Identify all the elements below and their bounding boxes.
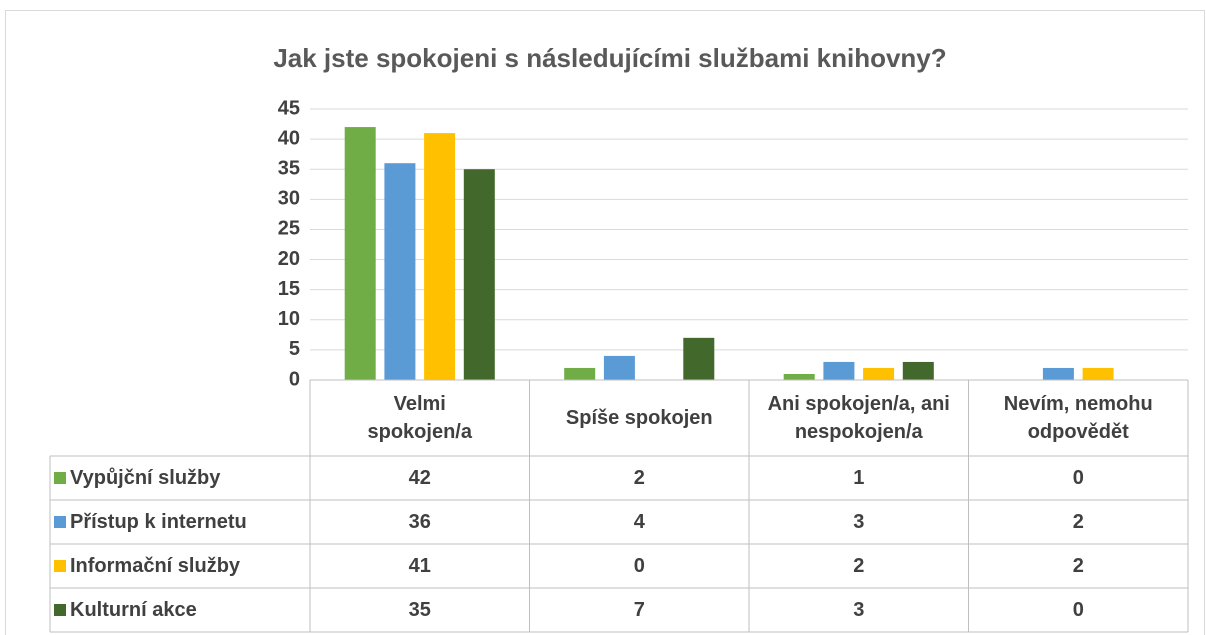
- x-tick-label-text: Velmi spokojen/a: [367, 393, 472, 443]
- legend-key: [54, 560, 66, 572]
- legend-key: [54, 604, 66, 616]
- y-tick-label: 0: [289, 368, 300, 390]
- legend-label: Vypůjční služby: [70, 467, 221, 489]
- y-tick-label: 25: [278, 218, 300, 240]
- table-value: 3: [749, 588, 969, 632]
- legend-label: Kulturní akce: [70, 599, 197, 621]
- table-value: 3: [749, 500, 969, 544]
- table-value-text: 0: [1072, 467, 1084, 489]
- table-value: 41: [310, 544, 530, 588]
- x-tick-label: Spíše spokojen: [530, 380, 750, 456]
- chart-frame: [5, 10, 1205, 635]
- y-tick-label: 15: [278, 278, 300, 300]
- bar: [463, 169, 495, 380]
- legend-entry: Informační služby: [50, 544, 310, 588]
- legend-entry: Kulturní akce: [50, 588, 310, 632]
- legend-label: Přístup k internetu: [70, 511, 247, 533]
- bar: [1082, 367, 1114, 380]
- legend-label: Informační služby: [70, 555, 241, 577]
- table-value: 4: [530, 500, 750, 544]
- bar: [902, 361, 934, 380]
- table-value: 2: [530, 456, 750, 500]
- legend-key: [54, 516, 66, 528]
- table-value-text: 35: [408, 599, 431, 621]
- x-tick-label-text: Spíše spokojen: [565, 407, 713, 429]
- table-value: 7: [530, 588, 750, 632]
- legend-entry: Přístup k internetu: [50, 500, 310, 544]
- table-value: 0: [530, 544, 750, 588]
- y-tick-label: 40: [278, 127, 300, 149]
- table-value-text: 42: [408, 467, 431, 489]
- y-tick-label: 45: [278, 97, 300, 119]
- table-value-text: 4: [633, 511, 645, 533]
- table-value-text: 3: [853, 511, 865, 533]
- table-value-text: 0: [1072, 599, 1084, 621]
- bar: [603, 355, 635, 380]
- x-tick-label-text: Nevím, nemohu odpovědět: [1003, 393, 1153, 443]
- table-value-text: 7: [633, 599, 645, 621]
- bar: [344, 127, 376, 380]
- table-value: 35: [310, 588, 530, 632]
- legend-key: [54, 472, 66, 484]
- table-value: 0: [969, 588, 1189, 632]
- bar: [823, 361, 855, 380]
- table-value-text: 2: [1072, 555, 1084, 577]
- table-value: 2: [969, 544, 1189, 588]
- y-tick-label: 5: [289, 338, 300, 360]
- table-value-text: 41: [408, 555, 431, 577]
- y-tick-label: 10: [278, 308, 300, 330]
- x-tick-label: Nevím, nemohu odpovědět: [969, 380, 1189, 456]
- table-value: 0: [969, 456, 1189, 500]
- bar: [683, 337, 715, 380]
- bar: [863, 367, 895, 380]
- x-tick-label: Ani spokojen/a, ani nespokojen/a: [749, 380, 969, 456]
- x-tick-label: Velmi spokojen/a: [310, 380, 530, 456]
- table-value-text: 3: [853, 599, 865, 621]
- table-value-text: 2: [1072, 511, 1084, 533]
- table-value: 2: [969, 500, 1189, 544]
- y-tick-label: 20: [278, 248, 300, 270]
- bar: [424, 133, 456, 380]
- bar: [564, 367, 596, 380]
- bar: [1042, 367, 1074, 380]
- table-value-text: 2: [633, 467, 645, 489]
- table-value: 36: [310, 500, 530, 544]
- bar: [384, 163, 416, 380]
- table-value: 42: [310, 456, 530, 500]
- table-value-text: 2: [853, 555, 865, 577]
- legend-entry: Vypůjční služby: [50, 456, 310, 500]
- table-value-text: 36: [408, 511, 431, 533]
- table-value-text: 0: [633, 555, 645, 577]
- table-value-text: 1: [853, 467, 865, 489]
- table-value: 1: [749, 456, 969, 500]
- table-value: 2: [749, 544, 969, 588]
- y-tick-label: 30: [278, 188, 300, 210]
- bar: [783, 373, 815, 380]
- x-tick-label-text: Ani spokojen/a, ani nespokojen/a: [767, 393, 950, 443]
- chart-title: Jak jste spokojeni s následujícími služb…: [273, 43, 946, 73]
- y-tick-label: 35: [278, 158, 300, 180]
